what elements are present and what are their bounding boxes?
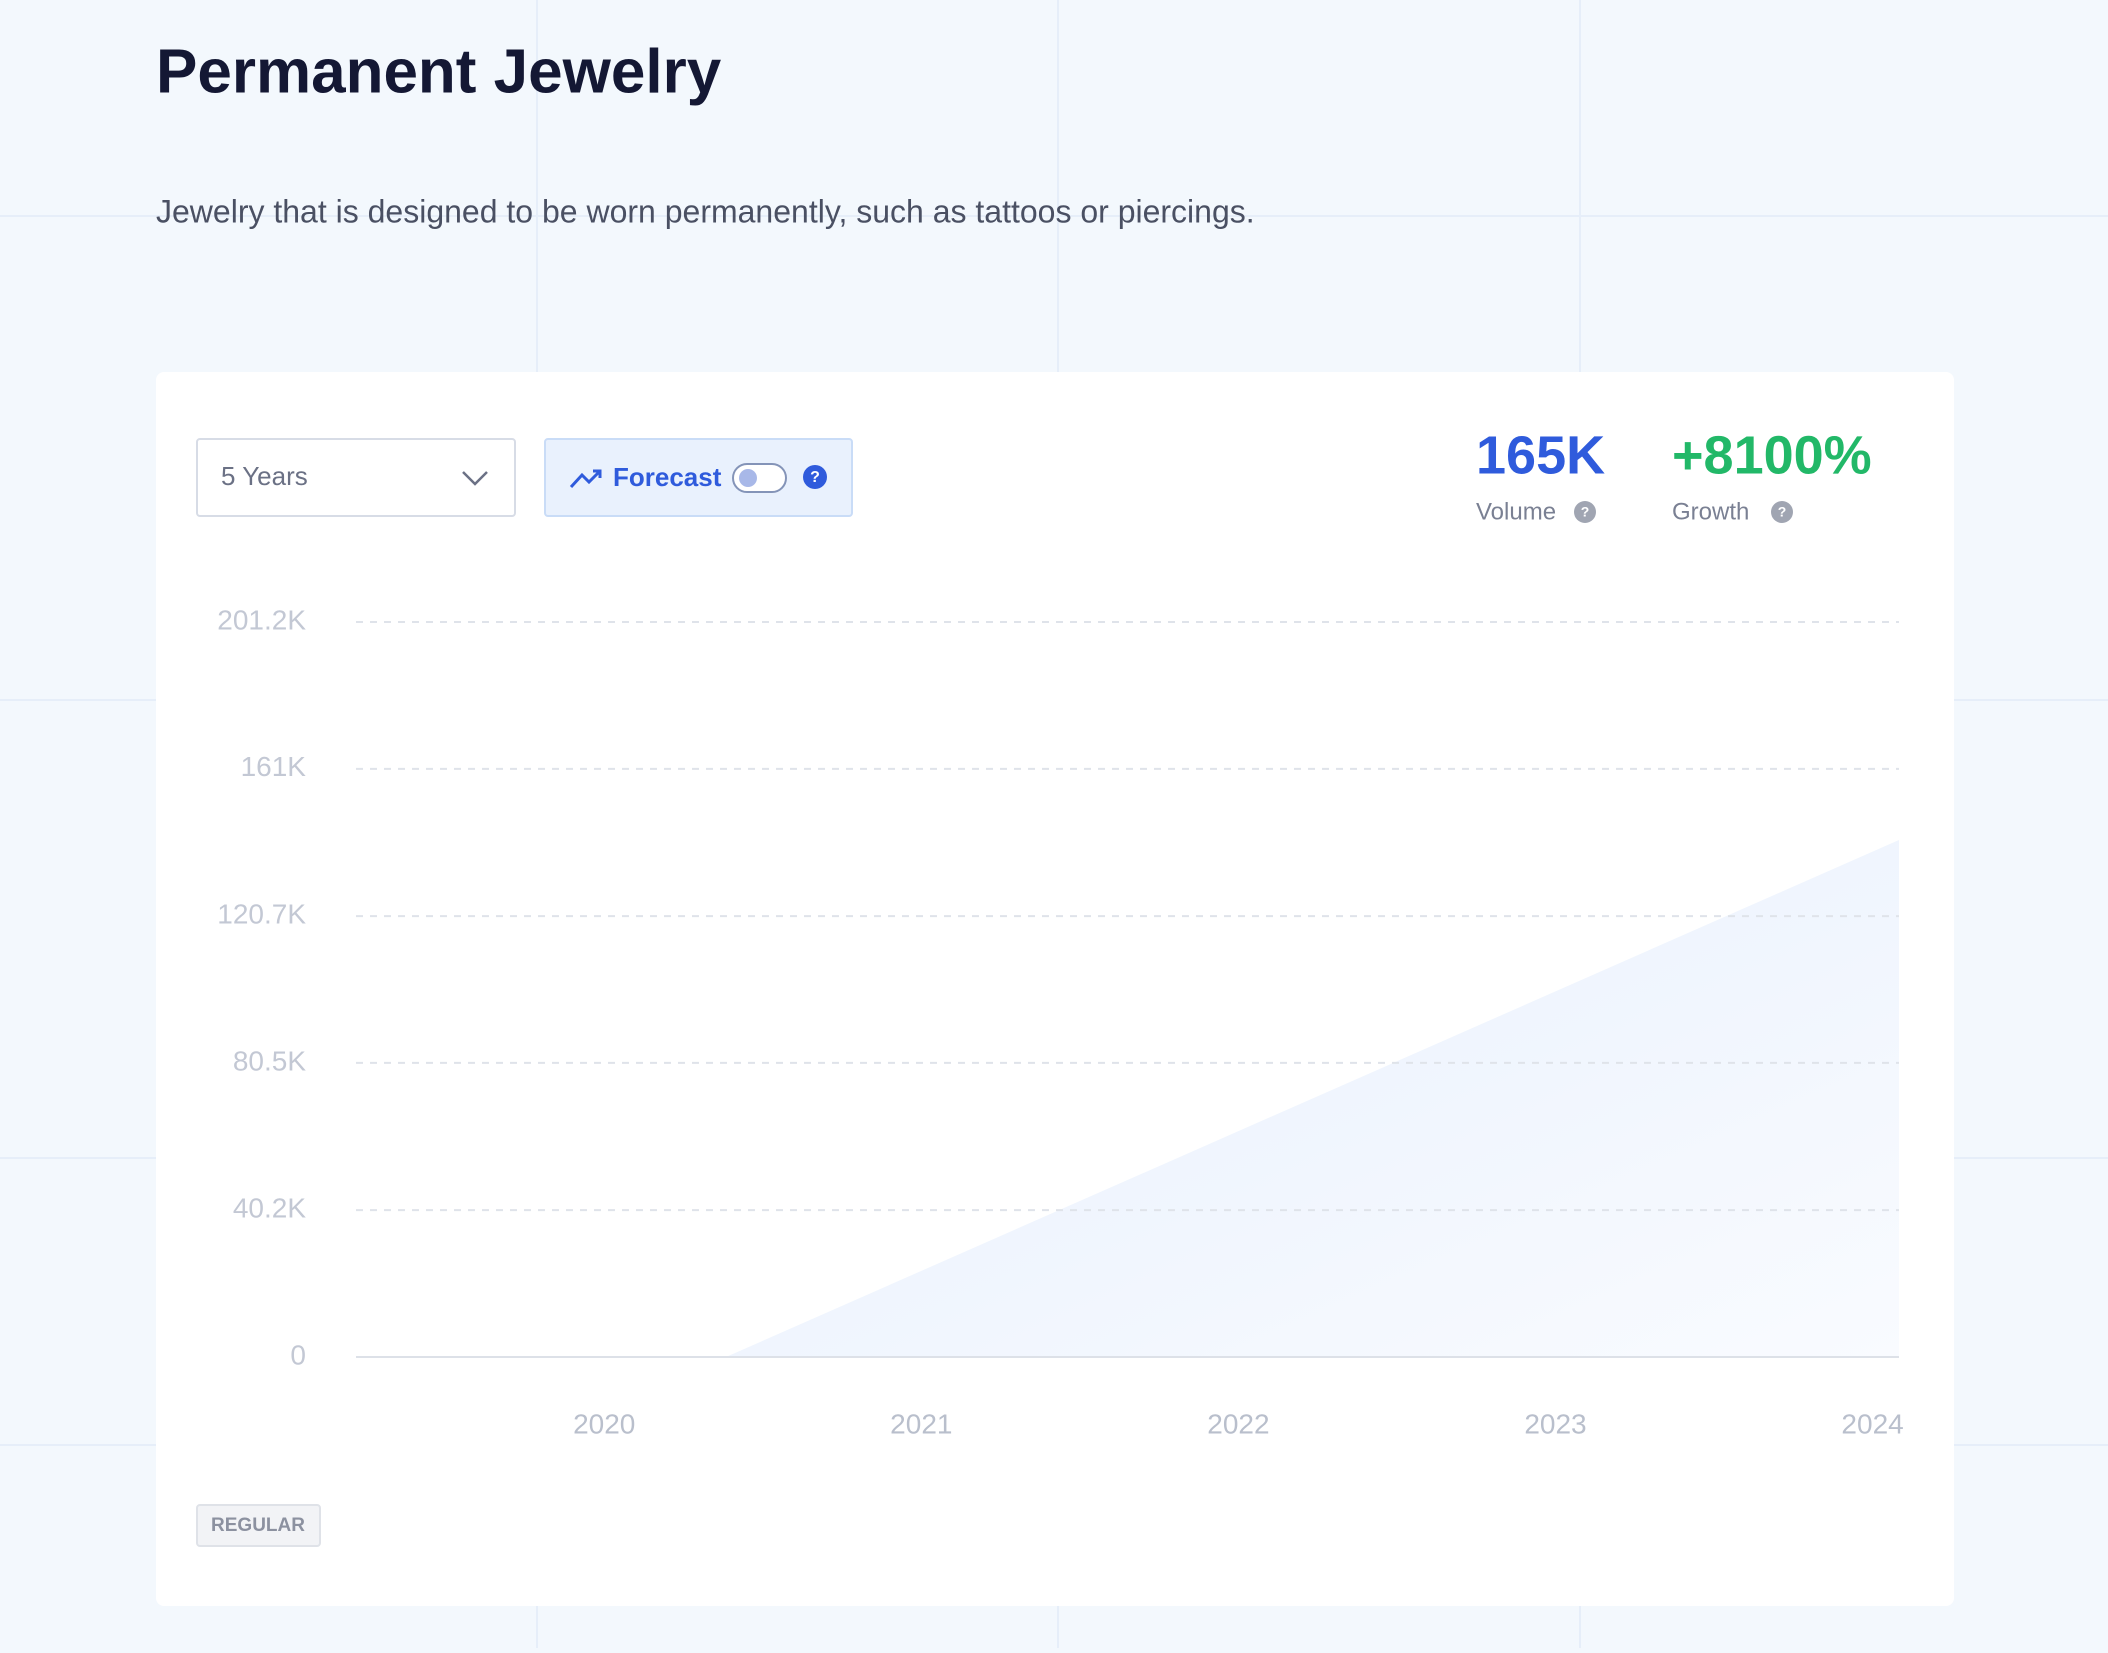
trend-area [726, 840, 1899, 1357]
growth-value: +8100% [1672, 425, 1872, 485]
volume-value: 165K [1476, 425, 1605, 485]
x-tick-label: 2021 [890, 1408, 952, 1439]
help-mark: ? [810, 469, 820, 486]
y-tick-label: 120.7K [217, 898, 306, 929]
badge-label: REGULAR [211, 1515, 305, 1536]
range-label: 5 Years [221, 461, 308, 491]
y-tick-label: 161K [241, 751, 307, 782]
forecast-label: Forecast [613, 462, 722, 492]
x-tick-label: 2022 [1207, 1408, 1269, 1439]
volume-label: Volume [1476, 498, 1556, 525]
x-tick-label: 2024 [1841, 1408, 1903, 1439]
y-tick-label: 80.5K [233, 1045, 306, 1076]
help-icon[interactable] [803, 465, 827, 489]
page-description: Jewelry that is designed to be worn perm… [156, 193, 1255, 229]
badge [196, 1504, 321, 1547]
y-tick-label: 0 [290, 1339, 306, 1370]
help-mark: ? [1778, 504, 1787, 520]
dropdown-chevron [462, 471, 488, 486]
toggle-knob [739, 469, 757, 487]
help-mark: ? [1581, 504, 1590, 520]
x-tick-label: 2023 [1524, 1408, 1586, 1439]
page-title: Permanent Jewelry [156, 37, 722, 106]
help-icon[interactable] [1574, 501, 1596, 523]
y-tick-label: 201.2K [217, 604, 306, 635]
growth-label: Growth [1672, 498, 1749, 525]
y-tick-label: 40.2K [233, 1193, 306, 1224]
help-icon[interactable] [1771, 501, 1793, 523]
x-tick-label: 2020 [573, 1408, 635, 1439]
forecast-button[interactable] [544, 438, 853, 517]
range-dropdown[interactable] [196, 438, 516, 517]
trend-icon [569, 469, 602, 489]
